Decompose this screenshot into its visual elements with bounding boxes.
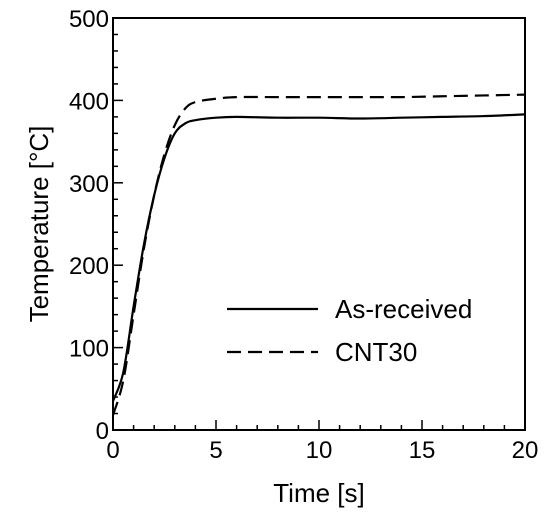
y-tick-label: 300 bbox=[69, 171, 109, 198]
x-tick-label: 10 bbox=[306, 437, 333, 464]
y-tick-label: 400 bbox=[69, 88, 109, 115]
legend-label: CNT30 bbox=[335, 337, 417, 367]
legend-label: As-received bbox=[335, 294, 472, 324]
series-line-as-received bbox=[111, 113, 526, 402]
x-tick-label: 15 bbox=[409, 437, 436, 464]
y-tick-label: 200 bbox=[69, 253, 109, 280]
legend: As-received CNT30 bbox=[227, 294, 472, 367]
x-tick-label: 20 bbox=[512, 437, 539, 464]
axis-ticks bbox=[112, 17, 526, 431]
x-tick-label: 0 bbox=[106, 437, 119, 464]
y-tick-label: 100 bbox=[69, 336, 109, 363]
y-tick-label: 500 bbox=[69, 6, 109, 33]
series-line-cnt30 bbox=[111, 93, 526, 416]
y-tick-label: 0 bbox=[96, 418, 109, 445]
plot-frame bbox=[112, 17, 526, 431]
x-axis-label: Time [s] bbox=[273, 478, 364, 508]
x-tick-label: 5 bbox=[209, 437, 222, 464]
y-axis-label: Temperature [°C] bbox=[24, 126, 54, 323]
data-series bbox=[111, 93, 526, 416]
